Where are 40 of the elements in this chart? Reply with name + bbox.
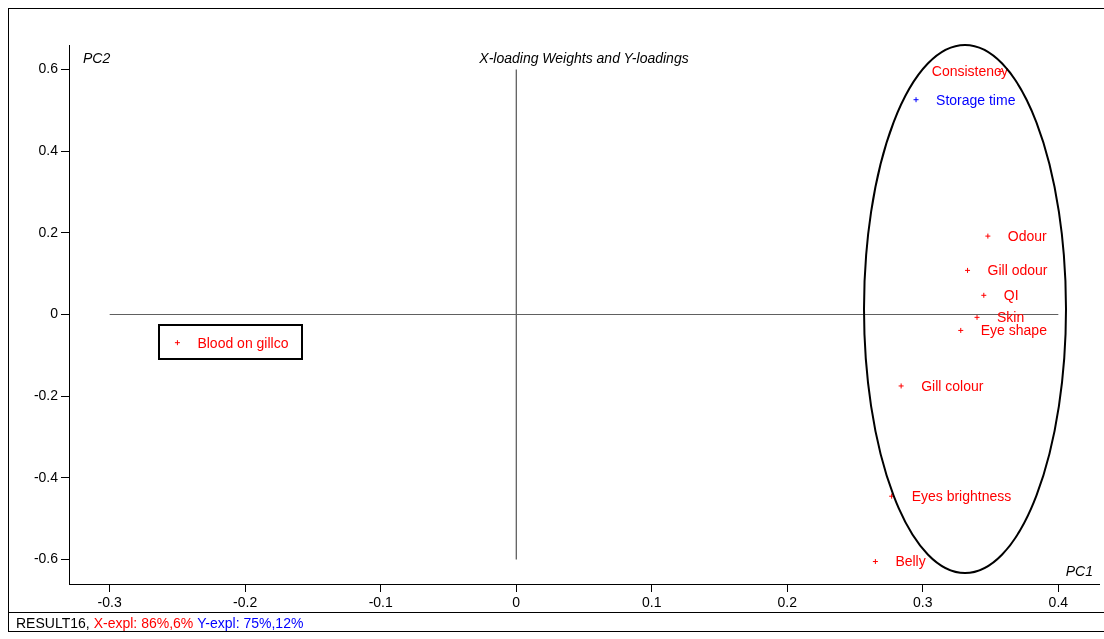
x-tick-label: 0.4 [1048,594,1069,611]
x-tick-label: -0.1 [368,594,393,611]
x-tick-label: 0 [512,594,521,611]
data-label: Odour [1007,227,1048,244]
x-tick-label: -0.3 [97,594,122,611]
chart-title: X-loading Weights and Y-loadings [478,49,689,66]
y-tick-label: -0.2 [33,387,59,404]
y-tick-label: 0.2 [38,223,59,240]
data-label: Eye shape [980,322,1048,339]
data-label: Belly [895,553,926,570]
y-axis-title: PC2 [83,49,111,66]
point [957,327,964,334]
data-label: Gill odour [987,262,1048,279]
point [174,339,181,346]
point [974,314,981,321]
y-tick-label: 0.4 [38,142,59,159]
y-tick-label: -0.6 [33,550,59,567]
point [898,382,905,389]
point [964,267,971,274]
x-tick-label: 0.3 [913,594,933,611]
x-axis-title: PC1 [1065,562,1093,579]
data-label: Eyes brightness [911,488,1012,505]
x-tick-label: 0.1 [642,594,662,611]
y-tick-label: 0.6 [38,60,59,77]
y-tick-label: -0.4 [33,468,59,485]
data-label: QI [1003,287,1019,304]
data-label: Consistency [931,63,1009,80]
point [913,96,920,103]
x-tick-label: -0.2 [233,594,258,611]
point [980,292,987,299]
point [872,558,879,565]
point [984,233,991,240]
data-label: Gill colour [921,377,984,394]
text: X-expl: 86%,6% [93,615,194,631]
text: RESULT16, [16,615,90,631]
data-label: Storage time [936,91,1016,108]
data-label: Blood on gillco [197,334,289,351]
y-tick-label: 0 [50,305,59,322]
x-tick-label: 0.2 [777,594,798,611]
text: Y-expl: 75%,12% [197,615,304,631]
